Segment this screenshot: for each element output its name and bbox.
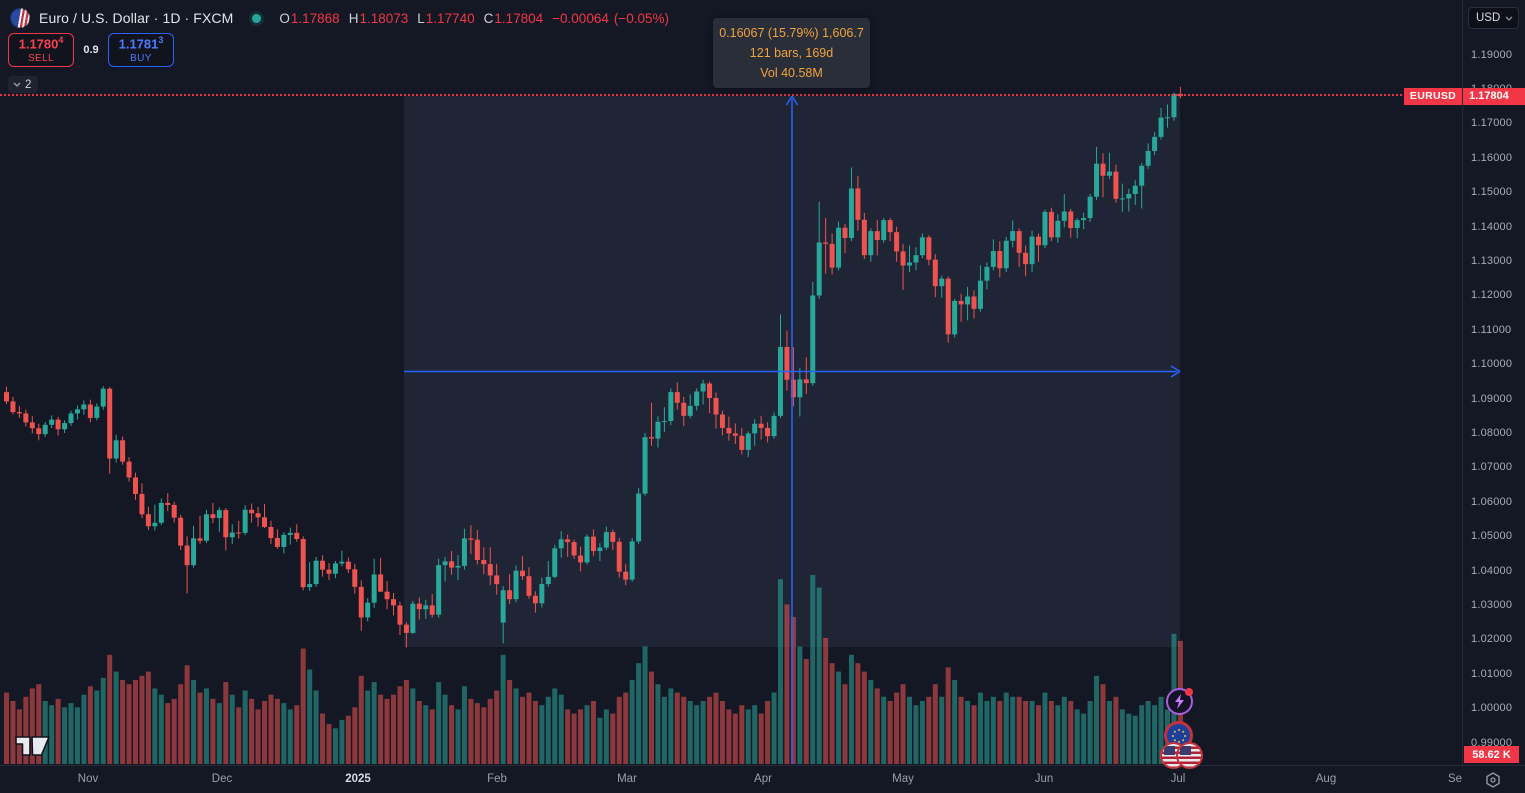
price-tick-label: 0.99000 [1471, 736, 1513, 749]
buy-price-sup: 3 [158, 35, 164, 46]
measure-tool-region[interactable] [404, 96, 1180, 647]
time-tick-label: Feb [487, 773, 507, 785]
us-flag-event-icon[interactable] [1176, 742, 1203, 769]
time-tick-label: Dec [211, 773, 233, 785]
volume-axis-label: 58.62 K [1464, 746, 1519, 763]
chart-legend-header: Euro / U.S. Dollar · 1D · FXCM O 1.17868 … [10, 8, 669, 28]
high-value: 1.18073 [359, 10, 409, 26]
price-tick-label: 1.14000 [1471, 220, 1513, 233]
time-tick-labels: Nov Dec 2025 Feb Mar Apr May Jun Jul Aug Se [0, 766, 1462, 793]
price-tick-label: 1.16000 [1471, 151, 1513, 164]
symbol-price-tag: EURUSD [1404, 87, 1462, 105]
ohlc-values: O 1.17868 H 1.18073 L 1.17740 C 1.17804 −0.0… [279, 11, 669, 26]
currency-dropdown[interactable]: USD [1468, 7, 1519, 29]
hexagon-settings-icon[interactable] [1484, 771, 1502, 793]
time-tick-label: May [892, 773, 914, 785]
close-label: C [483, 10, 494, 26]
trade-buttons-row: 1.17804 SELL 0.9 1.17813 BUY [8, 33, 174, 67]
change-value: −0.00064 [552, 10, 609, 26]
measure-tooltip: 0.16067 (15.79%) 1,606.7 121 bars, 169d … [713, 18, 870, 88]
price-tick-label: 1.19000 [1471, 48, 1513, 61]
buy-button[interactable]: 1.17813 BUY [108, 33, 174, 67]
change-percent: (−0.05%) [613, 10, 669, 26]
lightning-event-icon[interactable] [1166, 688, 1193, 715]
notification-dot-icon [1185, 688, 1193, 696]
time-tick-label: Jul [1170, 773, 1186, 785]
chevron-down-icon [1505, 16, 1513, 21]
time-tick-label: Jun [1034, 773, 1054, 785]
time-axis[interactable]: Nov Dec 2025 Feb Mar Apr May Jun Jul Aug Se [0, 765, 1525, 793]
price-tick-label: 1.07000 [1471, 461, 1513, 474]
tradingview-logo[interactable] [13, 732, 53, 763]
price-tick-label: 1.09000 [1471, 392, 1513, 405]
time-tick-label: Aug [1315, 773, 1337, 785]
spread-value: 0.9 [83, 44, 99, 56]
price-axis[interactable]: 1.190001.180001.170001.160001.150001.140… [1462, 0, 1525, 765]
low-label: L [417, 10, 425, 26]
price-tick-label: 1.15000 [1471, 186, 1513, 199]
open-label: O [279, 10, 290, 26]
eurusd-pair-flag-icon [10, 8, 30, 28]
sell-price-sup: 4 [58, 35, 64, 46]
price-tick-label: 1.00000 [1471, 702, 1513, 715]
buy-label: BUY [130, 53, 152, 65]
sell-label: SELL [27, 53, 55, 65]
price-tick-label: 1.03000 [1471, 598, 1513, 611]
price-tick-label: 1.01000 [1471, 667, 1513, 680]
buy-price: 1.1781 [118, 36, 159, 52]
sell-button[interactable]: 1.17804 SELL [8, 33, 74, 67]
price-tick-label: 1.10000 [1471, 358, 1513, 371]
time-tick-label: 2025 [345, 773, 371, 785]
high-label: H [348, 10, 359, 26]
close-value: 1.17804 [494, 10, 544, 26]
price-tick-label: 1.04000 [1471, 564, 1513, 577]
lightning-bolt-icon [1175, 694, 1184, 709]
low-value: 1.17740 [425, 10, 475, 26]
time-tick-label: Mar [617, 773, 637, 785]
sell-price: 1.1780 [18, 36, 59, 52]
market-status-dot-icon[interactable] [252, 13, 262, 23]
last-price-line [0, 94, 1462, 97]
indicator-count: 2 [25, 78, 32, 91]
open-value: 1.17868 [290, 10, 340, 26]
measure-price-change: 0.16067 (15.79%) 1,606.7 [719, 26, 864, 40]
measure-volume: Vol 40.58M [760, 66, 823, 80]
symbol-title[interactable]: Euro / U.S. Dollar · 1D · FXCM [39, 10, 234, 26]
chevron-down-icon [13, 82, 21, 87]
time-tick-label: Nov [77, 773, 99, 785]
price-tick-label: 1.08000 [1471, 426, 1513, 439]
currency-value: USD [1476, 12, 1501, 24]
price-tick-label: 1.11000 [1471, 323, 1512, 336]
price-tick-label: 1.02000 [1471, 633, 1513, 646]
indicators-collapse-pill[interactable]: 2 [8, 76, 39, 93]
price-tick-label: 1.12000 [1471, 289, 1513, 302]
time-tick-label: Se [1447, 773, 1462, 785]
price-tick-label: 1.17000 [1471, 117, 1513, 130]
measure-bars-days: 121 bars, 169d [749, 46, 834, 60]
price-tick-label: 1.06000 [1471, 495, 1513, 508]
last-price-axis-label: 1.17804 [1463, 87, 1525, 105]
price-tick-label: 1.13000 [1471, 254, 1513, 267]
price-tick-label: 1.05000 [1471, 530, 1513, 543]
time-tick-label: Apr [754, 773, 772, 785]
